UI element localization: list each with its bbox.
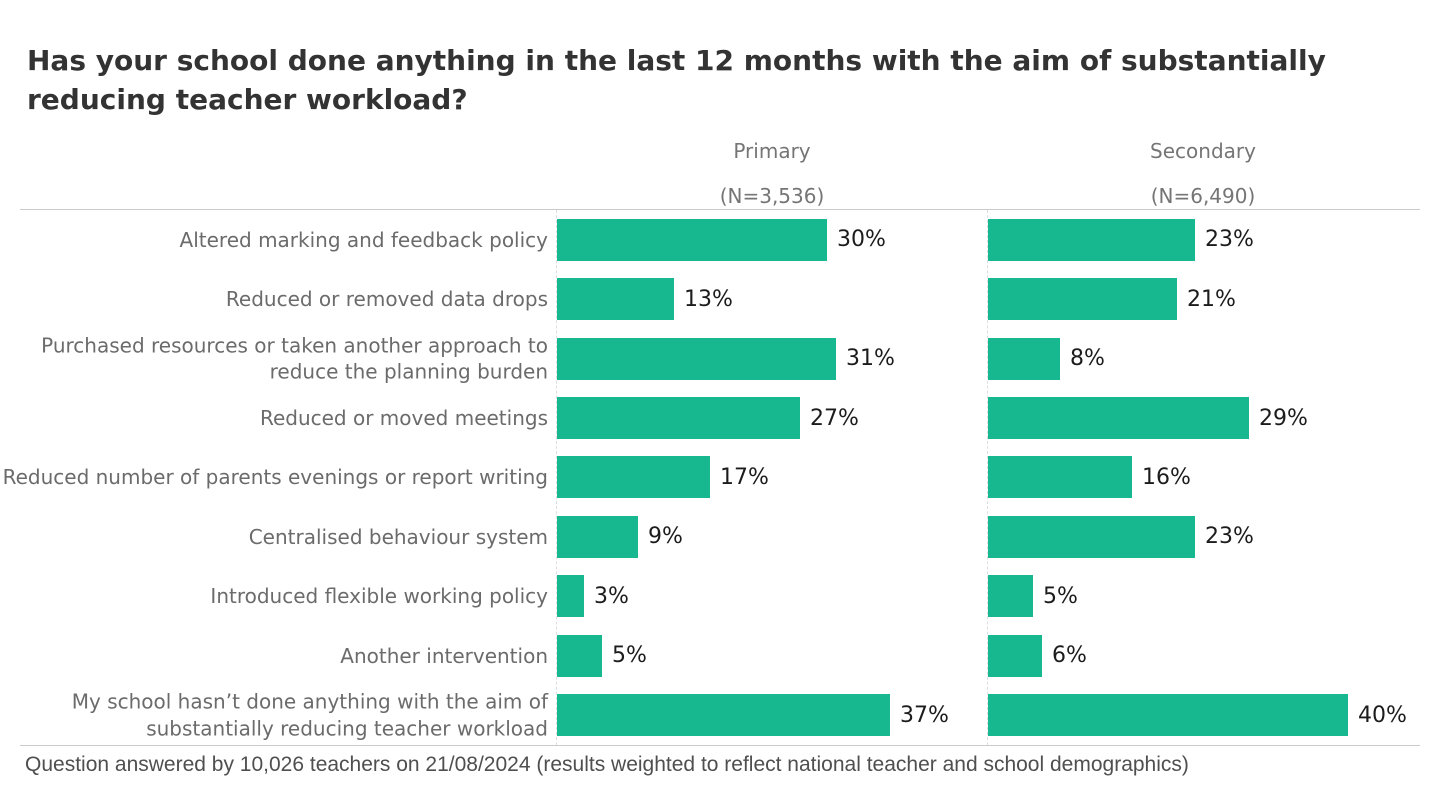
bar-cell-secondary: 5% (988, 567, 1078, 626)
bar-primary (557, 397, 800, 440)
bar-cell-primary: 37% (557, 686, 949, 745)
value-label-primary: 17% (720, 464, 769, 490)
category-label: Reduced number of parents evenings or re… (2, 465, 548, 490)
value-label-secondary: 6% (1052, 643, 1087, 669)
column-header-primary: Primary (733, 139, 811, 163)
bar-cell-secondary: 40% (988, 686, 1407, 745)
bar-primary (557, 218, 827, 261)
bar-cell-secondary: 16% (988, 448, 1191, 507)
chart-row: Purchased resources or taken another app… (0, 329, 1440, 388)
axis-line-primary (556, 210, 557, 745)
chart-row: Centralised behaviour system 9% 23% (0, 507, 1440, 566)
category-label: Centralised behaviour system (248, 524, 548, 549)
bar-secondary (988, 694, 1348, 737)
bar-cell-secondary: 29% (988, 388, 1308, 447)
value-label-secondary: 5% (1043, 583, 1078, 609)
bar-cell-primary: 3% (557, 567, 629, 626)
value-label-secondary: 8% (1070, 346, 1105, 372)
value-label-primary: 13% (684, 286, 733, 312)
value-label-primary: 37% (900, 702, 949, 728)
value-label-primary: 9% (648, 524, 683, 550)
chart-row: Altered marking and feedback policy 30% 23… (0, 210, 1440, 269)
category-label: Another intervention (340, 643, 548, 668)
bar-cell-primary: 13% (557, 269, 733, 328)
value-label-secondary: 23% (1205, 524, 1254, 550)
chart-row: Reduced or moved meetings 27% 29% (0, 388, 1440, 447)
bar-cell-secondary: 23% (988, 507, 1254, 566)
chart-row: Introduced flexible working policy 3% 5% (0, 567, 1440, 626)
bar-cell-primary: 27% (557, 388, 859, 447)
bar-primary (557, 634, 602, 677)
value-label-secondary: 29% (1259, 405, 1308, 431)
chart-row: Reduced number of parents evenings or re… (0, 448, 1440, 507)
category-label: My school hasn’t done anything with the … (71, 689, 548, 741)
column-n-primary: (N=3,536) (719, 184, 825, 208)
footnote: Question answered by 10,026 teachers on … (25, 753, 1189, 776)
bar-cell-primary: 31% (557, 329, 895, 388)
chart-row: Reduced or removed data drops 13% 21% (0, 269, 1440, 328)
bar-chart: Altered marking and feedback policy 30% 23… (0, 210, 1440, 745)
bar-secondary (988, 397, 1249, 440)
bar-primary (557, 694, 890, 737)
value-label-secondary: 21% (1187, 286, 1236, 312)
category-label: Reduced or removed data drops (225, 286, 548, 311)
bar-cell-primary: 9% (557, 507, 683, 566)
category-label: Reduced or moved meetings (259, 405, 548, 430)
bar-primary (557, 515, 638, 558)
bar-cell-primary: 17% (557, 448, 769, 507)
value-label-primary: 30% (837, 227, 886, 253)
axis-line-secondary (987, 210, 988, 745)
bar-secondary (988, 515, 1195, 558)
bar-secondary (988, 456, 1132, 499)
bar-secondary (988, 575, 1033, 618)
bar-cell-primary: 5% (557, 626, 647, 685)
column-n-secondary: (N=6,490) (1150, 184, 1256, 208)
bar-primary (557, 575, 584, 618)
bar-secondary (988, 278, 1177, 321)
value-label-secondary: 40% (1358, 702, 1407, 728)
bar-cell-primary: 30% (557, 210, 886, 269)
bar-secondary (988, 634, 1042, 677)
category-label: Introduced flexible working policy (210, 584, 548, 609)
category-label: Purchased resources or taken another app… (41, 333, 548, 384)
chart-row: Another intervention 5% 6% (0, 626, 1440, 685)
bar-cell-secondary: 8% (988, 329, 1105, 388)
bar-cell-secondary: 21% (988, 269, 1236, 328)
value-label-secondary: 23% (1205, 227, 1254, 253)
bar-cell-secondary: 6% (988, 626, 1087, 685)
divider-top (20, 209, 1420, 210)
column-header-secondary: Secondary (1150, 139, 1256, 163)
bar-secondary (988, 218, 1195, 261)
bar-primary (557, 278, 674, 321)
bar-cell-secondary: 23% (988, 210, 1254, 269)
value-label-primary: 27% (810, 405, 859, 431)
value-label-primary: 31% (846, 346, 895, 372)
bar-primary (557, 456, 710, 499)
value-label-secondary: 16% (1142, 464, 1191, 490)
divider-bottom (20, 745, 1420, 746)
chart-title: Has your school done anything in the las… (27, 43, 1326, 116)
bar-secondary (988, 337, 1060, 380)
value-label-primary: 5% (612, 643, 647, 669)
category-label: Altered marking and feedback policy (179, 227, 548, 252)
value-label-primary: 3% (594, 583, 629, 609)
bar-primary (557, 337, 836, 380)
chart-row: My school hasn’t done anything with the … (0, 686, 1440, 745)
